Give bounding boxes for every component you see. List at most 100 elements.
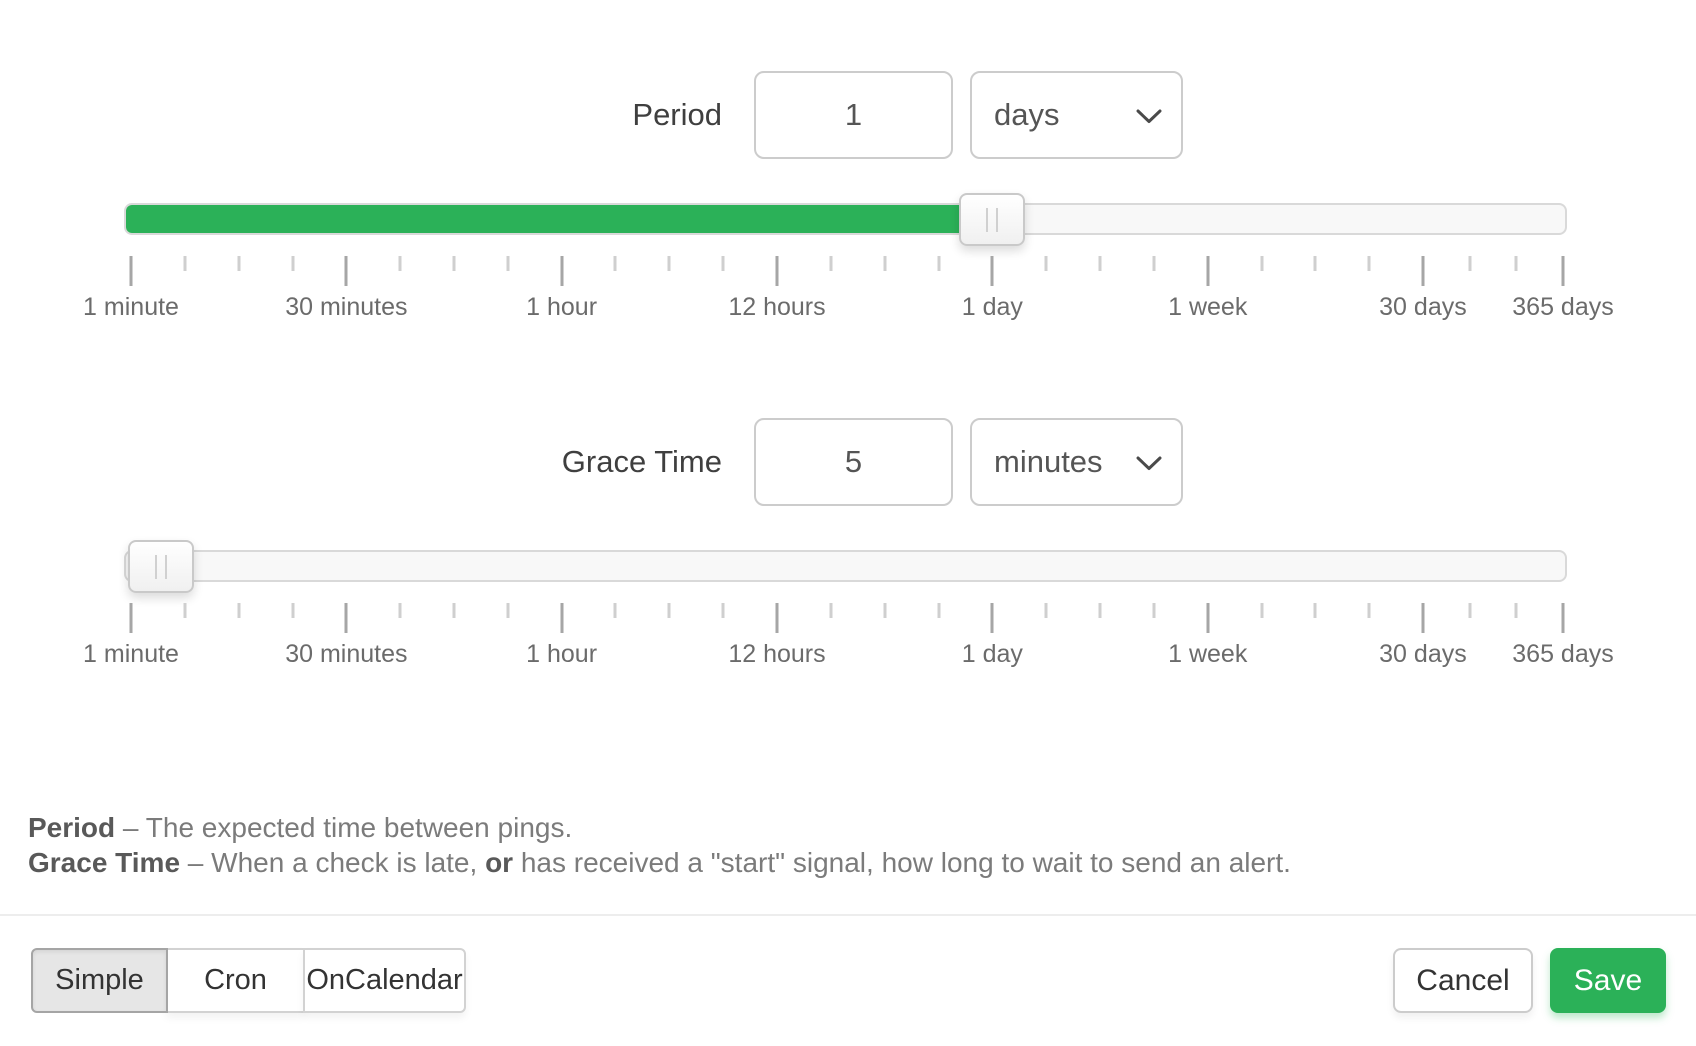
period-slider	[124, 193, 1567, 246]
tick-minor	[937, 603, 940, 618]
tab-simple[interactable]: Simple	[31, 948, 168, 1013]
tick-label: 1 minute	[83, 293, 179, 321]
grace-slider-scale: 1 minute 30 minutes 1 hour 12 hours 1 day 1 w…	[83, 603, 1614, 673]
tick-major	[560, 256, 564, 286]
tick-minor	[937, 256, 940, 271]
tick-minor	[1098, 256, 1102, 271]
tick-minor	[883, 603, 887, 618]
grace-slider-track[interactable]	[124, 550, 1567, 582]
tick-minor	[1152, 603, 1156, 618]
tick-minor	[452, 603, 456, 618]
tick-major	[560, 603, 564, 633]
tick-major	[1421, 603, 1425, 633]
period-slider-fill	[126, 205, 995, 233]
schedule-mode-tabs: Simple Cron OnCalendar	[31, 948, 466, 1013]
tick-minor	[237, 603, 241, 618]
tick-minor	[183, 256, 187, 271]
tab-oncalendar[interactable]: OnCalendar	[303, 948, 466, 1013]
help-line-period: Period – The expected time between pings…	[28, 812, 573, 843]
period-value-input[interactable]	[754, 71, 953, 159]
tick-label: 30 minutes	[285, 640, 408, 668]
footer-divider	[0, 914, 1696, 916]
tick-minor	[1367, 603, 1371, 618]
help-line-grace: Grace Time – When a check is late, or ha…	[28, 847, 1291, 878]
help-text: Period – The expected time between pings…	[28, 810, 1291, 880]
grip-icon	[986, 207, 999, 232]
tick-minor	[1468, 256, 1472, 271]
tick-minor	[721, 603, 725, 618]
grace-unit-select[interactable]: minutes	[970, 418, 1183, 506]
tick-minor	[667, 603, 671, 618]
period-slider-track[interactable]	[124, 203, 1567, 235]
tick-label: 30 minutes	[285, 293, 408, 321]
tick-minor	[1313, 603, 1317, 618]
tick-minor	[829, 603, 833, 618]
cancel-button[interactable]: Cancel	[1393, 948, 1533, 1013]
tick-major	[990, 603, 994, 633]
tick-label: 1 week	[1168, 293, 1248, 321]
period-unit-select[interactable]: days	[970, 71, 1183, 159]
tick-major	[344, 603, 348, 633]
chevron-down-icon	[1135, 444, 1163, 480]
tick-minor	[883, 256, 887, 271]
tick-minor	[506, 256, 510, 271]
tick-minor	[1313, 256, 1317, 271]
tick-minor	[1468, 603, 1472, 618]
tick-major	[1206, 603, 1210, 633]
tick-minor	[398, 256, 402, 271]
tick-minor	[721, 256, 725, 271]
tick-label: 1 week	[1168, 640, 1248, 668]
period-slider-scale: 1 minute 30 minutes 1 hour 12 hours 1 day 1 w…	[83, 256, 1614, 326]
tick-minor	[1367, 256, 1371, 271]
grace-slider-handle[interactable]	[128, 540, 195, 593]
tick-minor	[1260, 256, 1264, 271]
tick-label: 1 minute	[83, 640, 179, 668]
tick-major	[990, 256, 994, 286]
tick-major	[1561, 256, 1565, 286]
tick-minor	[1098, 603, 1102, 618]
tick-minor	[667, 256, 671, 271]
tick-minor	[452, 256, 456, 271]
tick-minor	[1152, 256, 1156, 271]
tick-major	[775, 603, 779, 633]
tick-major	[1206, 256, 1210, 286]
save-button[interactable]: Save	[1550, 948, 1666, 1013]
period-slider-handle[interactable]	[959, 193, 1026, 246]
chevron-down-icon	[1135, 97, 1163, 133]
tick-major	[129, 603, 133, 633]
tick-minor	[506, 603, 510, 618]
tick-major	[1561, 603, 1565, 633]
tab-cron[interactable]: Cron	[166, 948, 305, 1013]
grace-slider	[124, 540, 1567, 593]
tick-minor	[183, 603, 187, 618]
tick-major	[1421, 256, 1425, 286]
tick-minor	[1514, 603, 1518, 618]
tick-major	[129, 256, 133, 286]
tick-label: 1 day	[961, 293, 1023, 321]
tick-label: 12 hours	[728, 293, 826, 321]
tick-label: 1 hour	[526, 640, 598, 668]
tick-label: 12 hours	[728, 640, 826, 668]
grace-value-input[interactable]	[754, 418, 953, 506]
tick-minor	[613, 603, 617, 618]
tick-minor	[613, 256, 617, 271]
tick-minor	[1044, 603, 1048, 618]
tick-label: 365 days	[1512, 640, 1614, 668]
tick-minor	[237, 256, 241, 271]
period-label: Period	[632, 97, 722, 132]
tick-label: 1 hour	[526, 293, 598, 321]
tick-minor	[291, 256, 295, 271]
grip-icon	[155, 554, 168, 579]
tick-major	[344, 256, 348, 286]
tick-minor	[1044, 256, 1048, 271]
tick-minor	[1260, 603, 1264, 618]
grace-time-label: Grace Time	[561, 444, 722, 479]
period-unit-value: days	[994, 97, 1060, 132]
tick-minor	[291, 603, 295, 618]
tick-minor	[1514, 256, 1518, 271]
tick-label: 1 day	[961, 640, 1023, 668]
tick-major	[775, 256, 779, 286]
tick-minor	[829, 256, 833, 271]
tick-label: 30 days	[1379, 293, 1467, 321]
